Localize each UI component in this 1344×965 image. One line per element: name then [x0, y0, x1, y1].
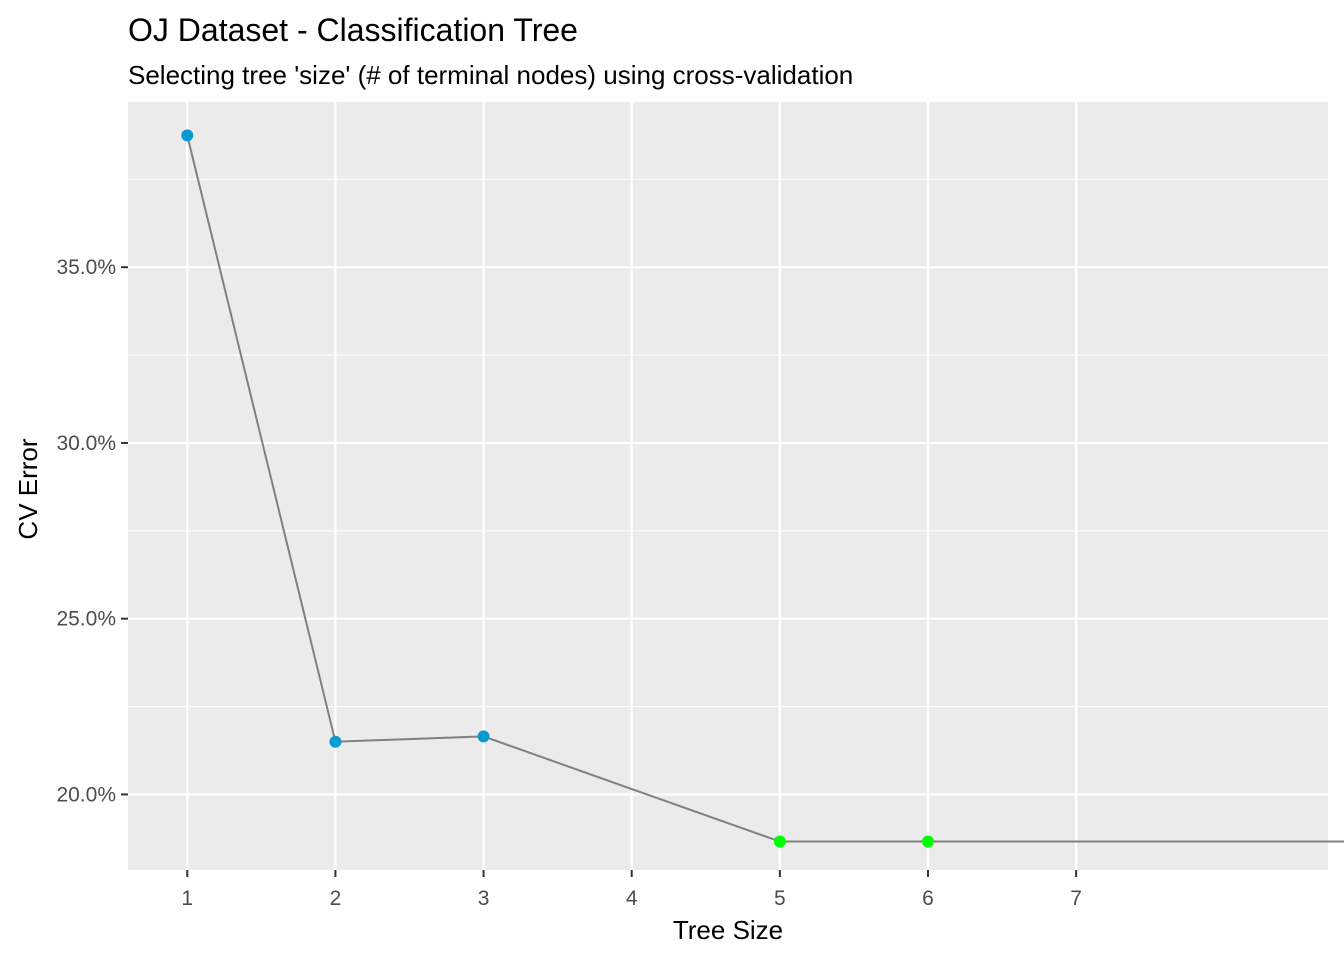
data-point	[477, 730, 490, 743]
plot-panel	[128, 102, 1328, 870]
x-axis-label: Tree Size	[673, 915, 783, 945]
y-tick-label: 20.0%	[56, 783, 116, 806]
x-tick-label: 4	[626, 887, 638, 910]
x-axis-ticks: 1 2 3 4 5 6 7	[181, 870, 1082, 910]
x-tick-label: 7	[1070, 887, 1082, 910]
x-tick-label: 3	[478, 887, 490, 910]
data-point	[773, 835, 786, 848]
x-tick-label: 6	[922, 887, 934, 910]
grid-major	[128, 102, 1328, 870]
y-axis-ticks: 20.0% 25.0% 30.0% 35.0%	[56, 256, 128, 806]
chart-subtitle: Selecting tree 'size' (# of terminal nod…	[128, 60, 853, 90]
y-tick-label: 35.0%	[56, 256, 116, 279]
series-polyline	[186, 135, 1344, 843]
y-axis-label: CV Error	[13, 438, 43, 539]
x-tick-label: 1	[181, 887, 193, 910]
x-tick-label: 2	[330, 887, 342, 910]
data-points	[181, 129, 934, 848]
series-line	[186, 135, 1344, 843]
y-tick-label: 30.0%	[56, 432, 116, 455]
data-point	[329, 735, 342, 748]
x-tick-label: 5	[774, 887, 786, 910]
data-point	[922, 835, 934, 848]
chart-title: OJ Dataset - Classification Tree	[128, 12, 578, 48]
grid-minor	[128, 178, 1328, 708]
data-point	[181, 129, 194, 142]
y-tick-label: 25.0%	[56, 608, 116, 631]
